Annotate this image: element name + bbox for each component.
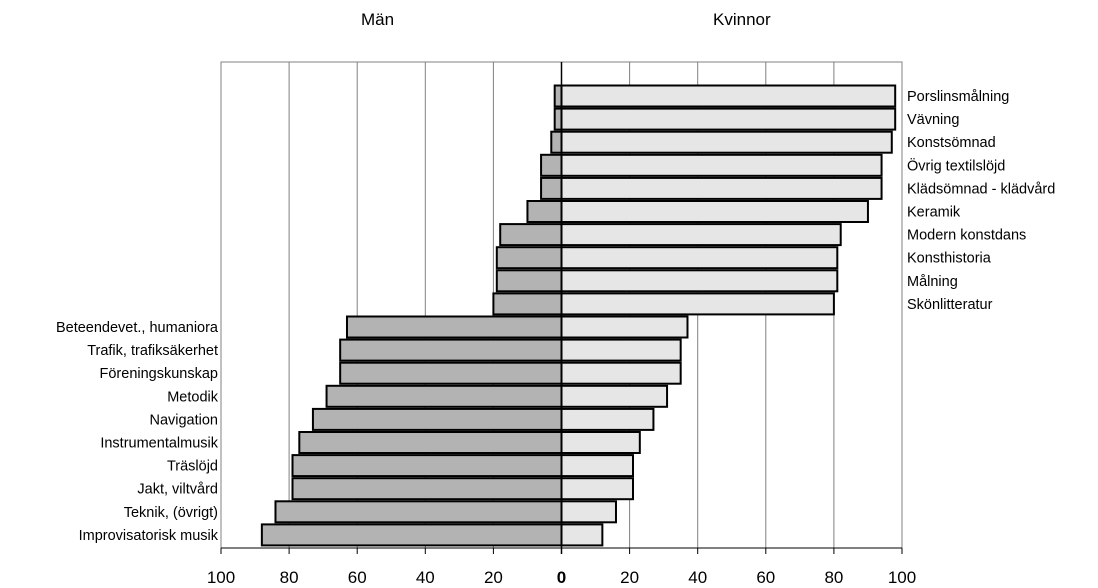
category-label: Vävning (907, 112, 959, 128)
bar-man (325, 384, 563, 408)
bar-man (492, 292, 563, 316)
bar-man (495, 246, 563, 270)
bar-woman (560, 292, 835, 316)
bar-man (291, 477, 563, 501)
category-label: Konsthistoria (907, 251, 992, 267)
bar-woman (560, 384, 669, 408)
category-label: Målning (907, 274, 958, 290)
bar-man (553, 107, 563, 131)
bar-man (274, 500, 563, 524)
bar-man (345, 315, 563, 339)
bar-man (526, 200, 563, 223)
category-label: Metodik (167, 389, 219, 405)
bar-man (291, 454, 563, 478)
x-tick-label: 20 (484, 568, 503, 587)
bar-man (260, 523, 563, 547)
bar-man (553, 84, 563, 108)
bar-woman (560, 523, 604, 547)
category-label: Klädsömnad - klädvård (907, 181, 1055, 197)
bar-woman (560, 407, 655, 431)
bar-woman (560, 269, 839, 293)
x-tick-label: 100 (207, 568, 235, 587)
bar-woman (560, 454, 635, 478)
bar-woman (560, 500, 617, 524)
bar-woman (560, 477, 635, 501)
category-label: Jakt, viltvård (137, 482, 218, 498)
x-tick-label: 60 (756, 568, 775, 587)
category-label: Teknik, (övrigt) (124, 505, 218, 521)
bar-man (540, 176, 563, 200)
left-header: Män (361, 10, 395, 29)
bar-man (298, 431, 563, 454)
category-label: Föreningskunskap (100, 366, 219, 382)
bar-woman (560, 361, 682, 385)
x-tick-label: 20 (620, 568, 639, 587)
category-label: Skönlitteratur (907, 297, 993, 313)
bar-man (499, 223, 563, 247)
bar-man (339, 338, 563, 362)
category-label: Instrumentalmusik (100, 436, 218, 452)
bar-woman (560, 246, 839, 270)
bar-woman (560, 315, 689, 339)
x-tick-label: 100 (888, 568, 916, 587)
category-label: Träslöjd (167, 459, 218, 475)
right-header: Kvinnor (713, 10, 771, 29)
x-tick-label: 80 (824, 568, 843, 587)
bar-woman (560, 107, 897, 131)
bar-woman (560, 176, 883, 200)
category-label: Beteendevet., humaniora (56, 320, 219, 336)
x-tick-label: 0 (557, 568, 566, 587)
category-label: Improvisatorisk musik (79, 528, 219, 544)
bar-woman (560, 153, 883, 177)
category-label: Konstsömnad (907, 135, 996, 151)
bar-woman (560, 84, 897, 108)
bar-man (339, 361, 563, 385)
bar-man (495, 269, 563, 293)
bar-woman (560, 431, 641, 454)
bar-woman (560, 338, 682, 362)
bar-man (540, 153, 563, 177)
bar-woman (560, 200, 869, 223)
x-tick-label: 80 (280, 568, 299, 587)
x-tick-label: 40 (416, 568, 435, 587)
category-label: Trafik, trafiksäkerhet (87, 343, 218, 359)
category-label: Porslinsmålning (907, 89, 1009, 105)
bar-woman (560, 223, 842, 247)
bar-man (550, 130, 563, 154)
x-tick-label: 60 (348, 568, 367, 587)
x-tick-label: 40 (688, 568, 707, 587)
bar-woman (560, 130, 893, 154)
category-label: Modern konstdans (907, 228, 1026, 244)
category-label: Keramik (907, 205, 961, 221)
bar-man (311, 407, 563, 431)
category-label: Övrig textilslöjd (907, 156, 1005, 174)
category-label: Navigation (149, 412, 218, 428)
